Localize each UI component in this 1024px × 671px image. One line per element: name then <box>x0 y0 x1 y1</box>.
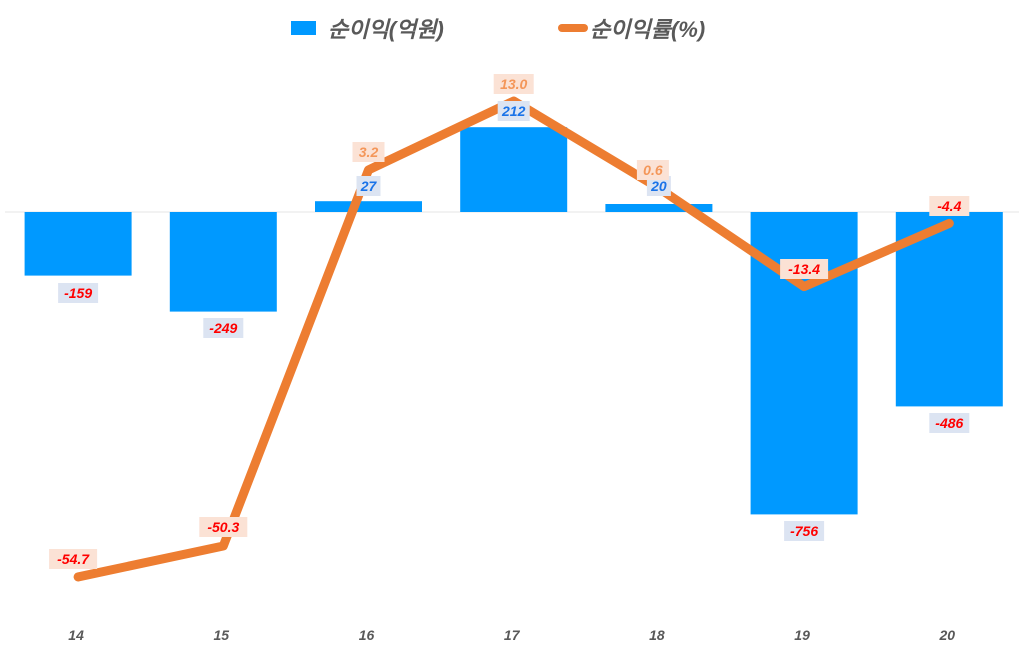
label-background <box>929 413 970 433</box>
label-background <box>493 74 534 94</box>
line-data-label: -54.7 <box>49 549 98 569</box>
bar <box>895 212 1003 407</box>
label-background <box>497 101 530 121</box>
line-swatch-icon <box>558 24 588 32</box>
label-text: -50.3 <box>207 519 239 535</box>
bar-data-label: -249 <box>203 318 244 338</box>
x-axis-labels: 14 15 16 17 18 19 20 <box>68 627 955 643</box>
label-background <box>356 176 381 196</box>
x-axis-tick-label: 15 <box>214 627 230 643</box>
line-data-label: 0.6 <box>636 160 669 180</box>
label-background <box>203 318 244 338</box>
label-text: -486 <box>935 415 963 431</box>
label-text: 20 <box>650 178 667 194</box>
legend-item-net-margin: 순이익률(%) <box>558 12 705 44</box>
label-background <box>352 142 385 162</box>
bar-data-label: -756 <box>784 521 825 541</box>
bar <box>315 201 422 212</box>
label-text: -4.4 <box>937 198 961 214</box>
label-background <box>58 283 99 303</box>
line-data-label: -50.3 <box>199 517 248 537</box>
label-text: 3.2 <box>359 144 379 160</box>
line-data-label: -4.4 <box>929 196 970 216</box>
bar-data-label: 27 <box>356 176 381 196</box>
legend-item-net-income: 순이익(억원) <box>291 12 444 44</box>
bar <box>460 127 568 212</box>
label-text: -159 <box>64 285 92 301</box>
legend: 순이익(억원) 순이익률(%) <box>0 12 1024 48</box>
label-text: -249 <box>209 320 237 336</box>
x-axis-tick-label: 14 <box>68 627 84 643</box>
label-text: 13.0 <box>500 76 527 92</box>
legend-label: 순이익(억원) <box>328 17 444 42</box>
x-axis-tick-label: 16 <box>359 627 375 643</box>
x-axis-tick-label: 19 <box>794 627 810 643</box>
line-data-label: 3.2 <box>352 142 385 162</box>
bar-data-label: 212 <box>497 101 530 121</box>
x-axis-tick-label: 20 <box>939 627 956 643</box>
label-text: -13.4 <box>788 261 820 277</box>
bar-data-label: -159 <box>58 283 99 303</box>
x-axis-tick-label: 17 <box>504 627 521 643</box>
label-text: -54.7 <box>57 551 90 567</box>
bar-data-label: 20 <box>646 176 671 196</box>
legend-label: 순이익률(%) <box>590 17 706 42</box>
label-text: 0.6 <box>643 162 663 178</box>
bar-data-labels: -159 -249 27 212 20 -756 -486 <box>58 101 970 541</box>
bar <box>24 212 132 276</box>
label-background <box>49 549 98 569</box>
line-data-label: 13.0 <box>493 74 534 94</box>
label-background <box>636 160 669 180</box>
label-text: 212 <box>501 103 526 119</box>
line-data-labels: -54.7 -50.3 3.2 13.0 0.6 -13.4 -4.4 <box>49 74 970 569</box>
label-background <box>199 517 248 537</box>
bar-swatch-icon <box>291 21 316 35</box>
label-background <box>929 196 970 216</box>
label-background <box>784 521 825 541</box>
bar <box>605 204 713 212</box>
bar-data-label: -486 <box>929 413 970 433</box>
label-text: -756 <box>790 523 818 539</box>
label-background <box>780 259 829 279</box>
label-background <box>646 176 671 196</box>
bar <box>169 212 277 312</box>
label-text: 27 <box>360 178 378 194</box>
bar-series <box>24 127 1003 515</box>
x-axis-tick-label: 18 <box>649 627 665 643</box>
line-data-label: -13.4 <box>780 259 829 279</box>
